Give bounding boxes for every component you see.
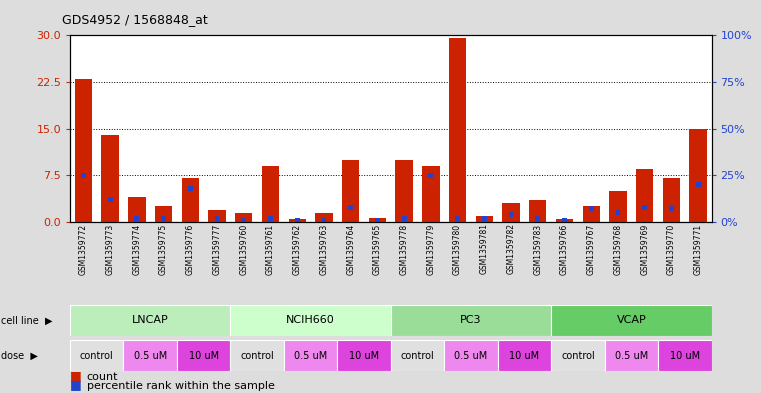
Bar [562,218,567,223]
Bar [391,340,444,371]
Bar [583,206,600,222]
Bar [482,216,487,221]
Bar [75,79,92,222]
Bar [177,340,231,371]
Bar [215,216,219,221]
Bar [235,213,253,222]
Bar [551,340,605,371]
Bar [295,218,300,223]
Text: cell line  ▶: cell line ▶ [1,315,53,325]
Bar [605,340,658,371]
Bar [135,216,139,221]
Bar [658,340,712,371]
Bar [498,340,551,371]
Text: 10 uM: 10 uM [349,351,379,361]
Bar [81,173,86,178]
Bar [128,197,145,222]
Bar [428,173,433,178]
Text: 0.5 uM: 0.5 uM [615,351,648,361]
Text: ■: ■ [70,378,81,391]
Bar [209,209,226,222]
Bar [551,305,712,336]
Bar [422,166,440,222]
Bar [284,340,337,371]
Bar [70,340,123,371]
Text: control: control [240,351,274,361]
Text: ■: ■ [70,369,81,382]
Bar [262,166,279,222]
Bar [449,39,466,222]
Bar [396,160,412,222]
Text: PC3: PC3 [460,315,482,325]
Bar [288,219,306,222]
Text: control: control [80,351,113,361]
Bar [241,218,247,223]
Text: LNCAP: LNCAP [132,315,169,325]
Bar [155,206,172,222]
Bar [375,218,380,223]
Text: GDS4952 / 1568848_at: GDS4952 / 1568848_at [62,13,209,26]
Bar [535,216,540,221]
Text: 0.5 uM: 0.5 uM [134,351,167,361]
Text: 10 uM: 10 uM [670,351,700,361]
Bar [101,135,119,222]
Bar [391,305,551,336]
Text: 0.5 uM: 0.5 uM [454,351,488,361]
Text: control: control [561,351,595,361]
Bar [642,205,647,209]
Text: 10 uM: 10 uM [189,351,218,361]
Text: 10 uM: 10 uM [509,351,540,361]
Bar [689,129,707,222]
Bar [349,205,353,209]
Text: 0.5 uM: 0.5 uM [294,351,327,361]
Text: percentile rank within the sample: percentile rank within the sample [87,381,275,391]
Bar [529,200,546,222]
Bar [369,218,386,222]
Bar [476,216,493,222]
Text: control: control [400,351,435,361]
Bar [502,204,520,222]
Text: count: count [87,372,118,382]
Bar [188,186,193,191]
Bar [636,169,654,222]
Bar [182,178,199,222]
Bar [123,340,177,371]
Bar [455,216,460,221]
Bar [556,219,573,222]
Bar [508,212,514,217]
Bar [669,206,674,211]
Bar [444,340,498,371]
Bar [402,216,406,221]
Bar [616,210,620,215]
Bar [337,340,391,371]
Bar [342,160,359,222]
Bar [696,182,701,187]
Bar [161,216,166,221]
Bar [321,218,326,223]
Bar [315,213,333,222]
Bar [231,340,284,371]
Text: NCIH660: NCIH660 [286,315,335,325]
Text: dose  ▶: dose ▶ [1,351,37,361]
Bar [107,197,113,202]
Bar [663,178,680,222]
Bar [610,191,626,222]
Bar [231,305,391,336]
Bar [70,305,231,336]
Text: VCAP: VCAP [616,315,646,325]
Bar [268,216,273,221]
Bar [589,206,594,211]
